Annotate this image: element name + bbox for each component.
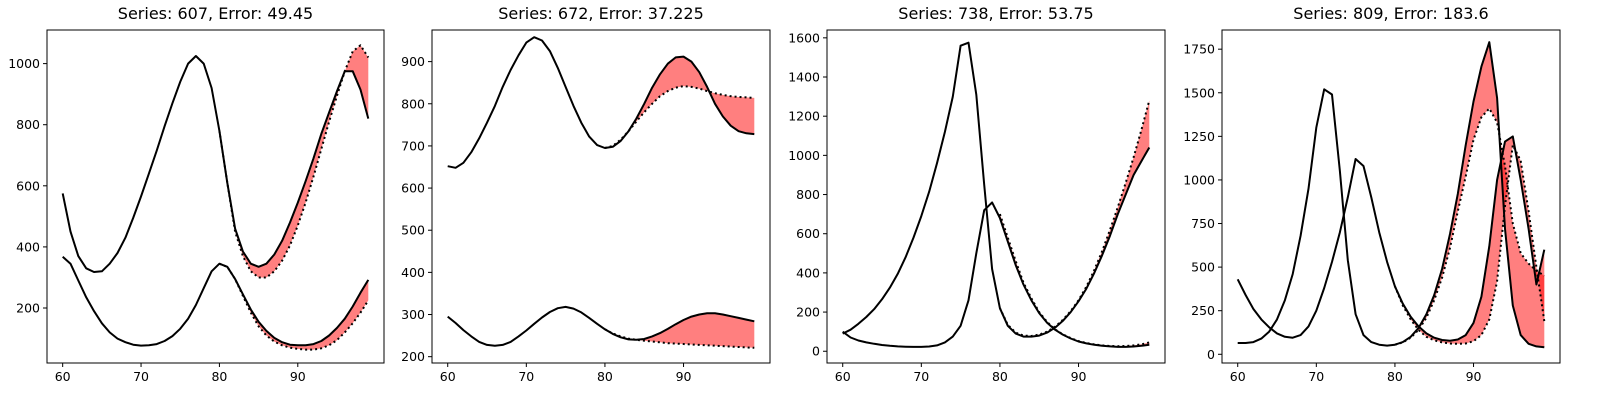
- y-tick-label: 1000: [788, 148, 820, 163]
- x-tick-label: 70: [913, 369, 929, 384]
- y-tick-label: 400: [796, 265, 820, 280]
- y-tick-label: 900: [401, 54, 425, 69]
- actual-series-line: [447, 36, 755, 169]
- y-tick-label: 1000: [8, 56, 40, 71]
- subplot-title: Series: 738, Error: 53.75: [898, 4, 1093, 23]
- actual-series-line: [447, 305, 755, 347]
- y-tick-label: 1400: [788, 70, 820, 85]
- axes-frame: [826, 29, 1166, 364]
- subplot-1: Series: 607, Error: 49.45 60 70 80 90 200 400…: [8, 4, 385, 384]
- forecast-series-line: [998, 100, 1151, 337]
- y-tick-label: 1000: [1183, 172, 1215, 187]
- y-tick-label: 400: [401, 265, 425, 280]
- subplot-title: Series: 607, Error: 49.45: [118, 4, 313, 23]
- forecast-series-line: [218, 44, 370, 279]
- x-tick-label: 90: [290, 369, 306, 384]
- x-tick-label: 60: [835, 369, 851, 384]
- axes-frame: [431, 29, 771, 364]
- x-tick-label: 60: [55, 369, 71, 384]
- y-tick-label: 200: [796, 305, 820, 320]
- y-tick-label: 200: [16, 301, 40, 316]
- actual-series-line: [1237, 41, 1545, 349]
- actual-series-line: [842, 41, 1151, 338]
- axes-frame: [1221, 29, 1561, 364]
- x-tick-label: 60: [440, 369, 456, 384]
- y-tick-label: 250: [1191, 303, 1215, 318]
- error-area: [219, 263, 369, 350]
- subplot-2: Series: 672, Error: 37.225 60 70 80 90 200 30…: [401, 4, 771, 384]
- y-tick-label: 1600: [788, 30, 820, 45]
- x-tick-label: 90: [1466, 369, 1482, 384]
- x-tick-label: 70: [1308, 369, 1324, 384]
- error-area: [219, 45, 369, 278]
- x-tick-label: 80: [211, 369, 227, 384]
- error-area: [999, 100, 1150, 337]
- x-tick-label: 80: [1387, 369, 1403, 384]
- y-tick-label: 600: [16, 178, 40, 193]
- subplot-3: Series: 738, Error: 53.75 60 70 80 90 0 200 40…: [788, 4, 1166, 384]
- x-tick-label: 70: [518, 369, 534, 384]
- actual-series-line: [62, 255, 370, 347]
- y-tick-label: 500: [1191, 260, 1215, 275]
- error-area: [604, 56, 755, 148]
- subplot-4: Series: 809, Error: 183.6 60 70 80 90 0 250 50…: [1183, 4, 1561, 384]
- x-tick-label: 60: [1230, 369, 1246, 384]
- actual-series-line: [1236, 135, 1546, 342]
- x-tick-label: 70: [133, 369, 149, 384]
- subplot-title: Series: 809, Error: 183.6: [1293, 4, 1488, 23]
- forecast-series-line: [604, 328, 755, 349]
- y-tick-label: 1200: [788, 109, 820, 124]
- x-tick-label: 80: [992, 369, 1008, 384]
- y-tick-label: 500: [401, 223, 425, 238]
- y-tick-label: 600: [796, 226, 820, 241]
- y-tick-label: 750: [1191, 216, 1215, 231]
- y-tick-label: 600: [401, 181, 425, 196]
- x-tick-label: 90: [1071, 369, 1087, 384]
- forecast-series-line: [998, 213, 1150, 348]
- x-tick-label: 90: [676, 369, 692, 384]
- y-tick-label: 200: [401, 349, 425, 364]
- x-tick-label: 80: [597, 369, 613, 384]
- y-tick-label: 800: [401, 96, 425, 111]
- subplot-title: Series: 672, Error: 37.225: [498, 4, 704, 23]
- y-tick-label: 0: [1207, 347, 1215, 362]
- forecast-series-line: [604, 85, 755, 149]
- y-tick-label: 800: [16, 117, 40, 132]
- y-tick-label: 0: [812, 344, 820, 359]
- y-tick-label: 1500: [1183, 85, 1215, 100]
- y-tick-label: 1250: [1183, 129, 1215, 144]
- y-tick-label: 1750: [1183, 42, 1215, 57]
- y-tick-label: 400: [16, 239, 40, 254]
- actual-series-line: [61, 55, 370, 273]
- axes-frame: [46, 29, 385, 364]
- y-tick-label: 800: [796, 187, 820, 202]
- actual-series-line: [842, 201, 1150, 348]
- forecast-series-line: [1394, 107, 1545, 346]
- error-area: [604, 313, 755, 348]
- y-tick-label: 300: [401, 307, 425, 322]
- forecast-series-line: [219, 262, 370, 351]
- y-tick-label: 700: [401, 138, 425, 153]
- forecast-series-line: [1393, 144, 1546, 345]
- error-area: [1394, 42, 1545, 348]
